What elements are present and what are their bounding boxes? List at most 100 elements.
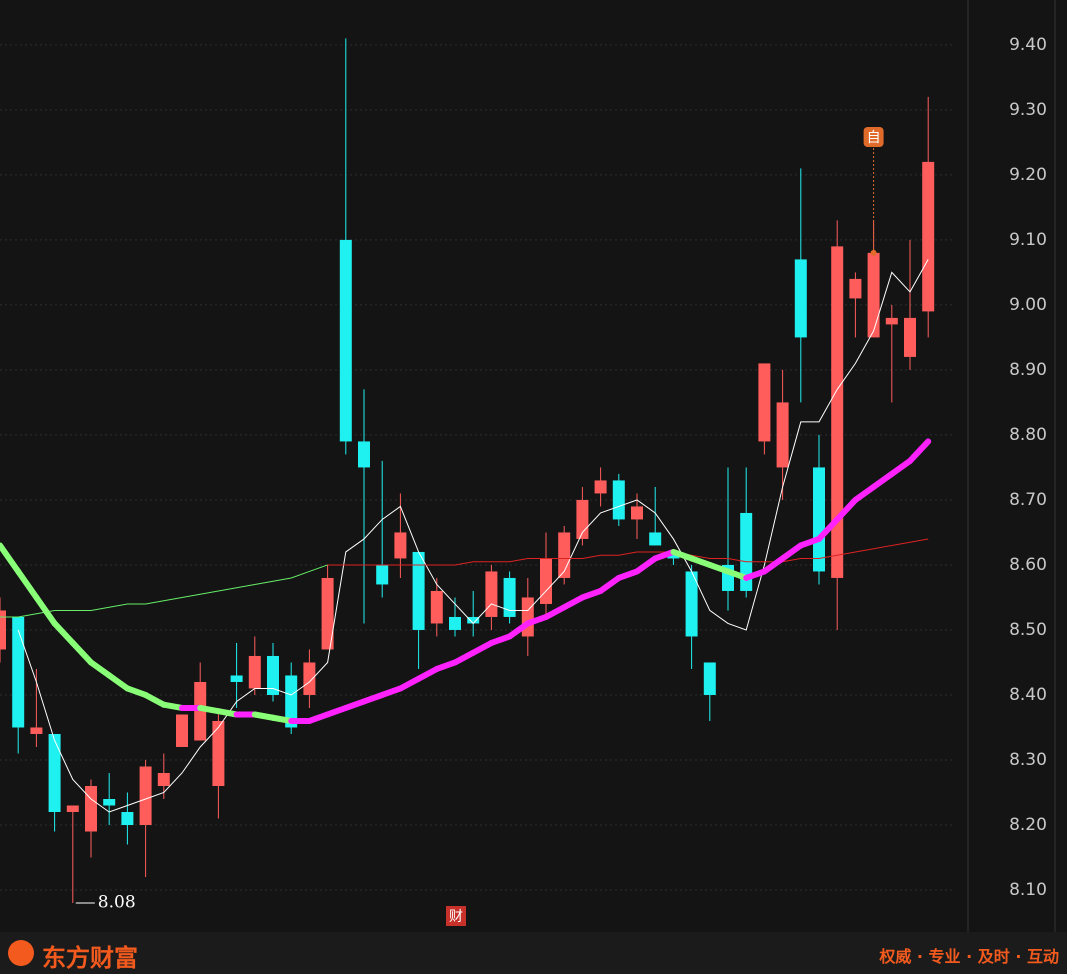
candle-body — [157, 772, 170, 786]
candle-body — [667, 551, 680, 559]
candle-body — [904, 317, 916, 357]
y-tick-label: 8.80 — [1009, 425, 1047, 445]
ma-line — [327, 538, 929, 566]
ma-line — [0, 564, 328, 618]
candle-body — [0, 610, 6, 650]
y-tick-label: 8.60 — [1009, 555, 1047, 575]
ma-line-segment — [324, 704, 349, 718]
ma-line-segment — [106, 672, 131, 692]
ma-line-segment — [652, 548, 677, 562]
ma-line-segment — [670, 548, 695, 562]
ma-line-segment — [761, 555, 786, 575]
candle-body — [612, 480, 625, 520]
candle-body — [449, 616, 461, 630]
candle-body — [212, 720, 225, 786]
finance-marker: 财 — [449, 909, 463, 925]
ma-line-segment — [160, 701, 185, 711]
candle-body — [103, 799, 116, 806]
ma-line-segment — [779, 542, 804, 562]
y-tick-label: 8.20 — [1009, 815, 1047, 835]
ma-line-segment — [306, 711, 331, 724]
candle-body — [794, 259, 807, 338]
ma-line-segment — [543, 604, 568, 620]
self-marker-dot — [870, 249, 877, 256]
candle-body — [230, 675, 243, 682]
ma-line-segment — [142, 691, 167, 708]
candle-body — [85, 785, 97, 832]
chart: 9.40 9.30 9.20 9.10 9.00 8.90 8.80 8.70 8.60 8.50… — [0, 0, 1056, 932]
candle-body — [176, 714, 188, 747]
y-tick-label: 9.00 — [1009, 295, 1047, 315]
ma-line-segment — [270, 714, 295, 724]
ma-line-segment — [215, 708, 240, 718]
ma-line-segment — [197, 704, 222, 715]
ma-line-segment — [488, 633, 513, 646]
ma-line-segment — [506, 620, 531, 640]
candle-body — [412, 551, 425, 630]
slogan: 权威 · 专业 · 及时 · 互动 — [879, 947, 1059, 966]
candle-body — [139, 766, 152, 826]
candle-body — [521, 597, 534, 637]
ma-line-segment — [834, 496, 859, 523]
candle-body — [248, 655, 261, 689]
candle-body — [285, 675, 298, 728]
ma-line-segment — [816, 516, 841, 542]
candle-body — [813, 467, 825, 572]
ma-line-segment — [797, 535, 822, 549]
candle-body — [121, 812, 134, 826]
ma-line-segment — [579, 587, 604, 601]
ma-line-segment — [342, 698, 367, 711]
candle-body — [321, 577, 334, 650]
candle-body — [558, 532, 571, 578]
ma-line-segment — [743, 568, 768, 581]
ma-line-segment — [88, 659, 113, 679]
candle-body — [12, 616, 25, 728]
y-tick-label: 9.10 — [1009, 230, 1047, 250]
brand: 东方财富 — [42, 944, 138, 972]
candle-body — [303, 662, 316, 695]
y-tick-label: 8.50 — [1009, 620, 1047, 640]
candle-body — [649, 532, 662, 546]
self-marker: 自 — [867, 130, 881, 146]
y-tick-label: 8.40 — [1009, 685, 1047, 705]
candle-body — [376, 564, 389, 585]
ma-line-segment — [69, 639, 94, 666]
ma-line-segment — [888, 457, 913, 477]
y-tick-label: 8.10 — [1009, 880, 1047, 900]
ma-line-segment — [361, 691, 386, 705]
ma-line-segment — [0, 542, 22, 575]
ma-line-segment — [706, 561, 731, 575]
self-marker-box — [863, 127, 884, 147]
ma-line-segment — [15, 568, 40, 601]
ma-line-segment — [688, 555, 713, 568]
ma-line-segment — [251, 711, 276, 721]
candle-body — [194, 681, 207, 741]
ma-line-segment — [379, 685, 404, 698]
candle-body — [849, 278, 862, 299]
candle-body — [631, 506, 643, 520]
ma-line-segment — [433, 659, 458, 672]
ma-line-segment — [615, 568, 640, 581]
ma-line-segment — [124, 685, 149, 698]
ma-line-segment — [634, 555, 659, 575]
ma-line-segment — [33, 594, 58, 627]
ma-line — [17, 259, 929, 813]
candle-body — [394, 532, 407, 559]
ma-line-segment — [561, 594, 586, 611]
ma-line-segment — [725, 568, 750, 581]
candle-body — [48, 733, 61, 813]
candle-body — [594, 480, 607, 494]
ma-line-segment — [870, 470, 895, 490]
candle-body — [922, 161, 935, 312]
ma-line-segment — [452, 649, 477, 666]
candle-body — [758, 363, 771, 442]
candle-body — [703, 662, 716, 695]
candle-body — [885, 317, 898, 325]
footer: 东方财富 权威 · 专业 · 及时 · 互动 — [0, 932, 1067, 974]
candle-body — [831, 246, 844, 578]
candle-body — [358, 441, 370, 468]
ma-line-segment — [51, 620, 76, 646]
candle-body — [430, 590, 443, 624]
low-label: 8.08 — [98, 893, 136, 913]
